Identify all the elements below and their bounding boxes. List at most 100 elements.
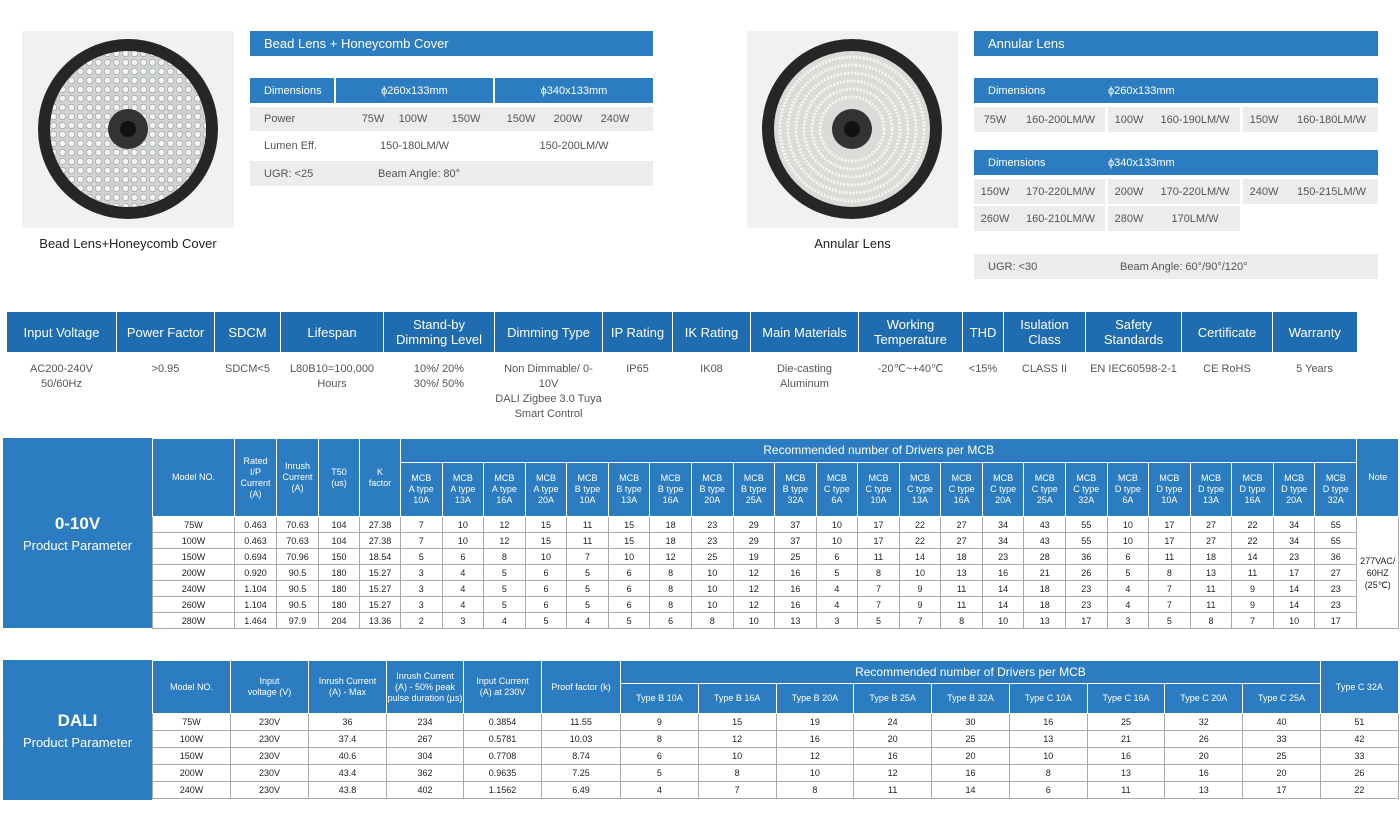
cell: 230V xyxy=(230,781,309,799)
spec-header: Safety Standards xyxy=(1085,312,1182,352)
cell: 10 xyxy=(775,764,855,782)
cell: 150W xyxy=(152,747,231,765)
cell: 90.5 xyxy=(276,564,319,581)
cell: 15.27 xyxy=(359,564,401,581)
data-table: Model NO. Rated I/P Current (A) Inrush Cur… xyxy=(152,438,1400,629)
sub-header: Type B 16A xyxy=(697,683,777,714)
spec-value: Die-casting Aluminum xyxy=(776,363,833,390)
cell: 7 xyxy=(566,548,609,565)
cell: 9 xyxy=(898,596,942,613)
spec-header: Main Materials xyxy=(750,312,859,352)
cell: 16 xyxy=(774,580,817,597)
data-row: 200W 230V 43.4 362 0.9635 7.25 5 8 10 12 16 8 13 16 20… xyxy=(152,764,1399,782)
item: 240W 150-215LM/W xyxy=(1243,179,1378,204)
cell: 4 xyxy=(566,612,609,629)
cell: 10 xyxy=(815,516,859,533)
column-header: K factor xyxy=(359,438,401,517)
group-header: Recommended number of Drivers per MCB xyxy=(620,660,1321,684)
cell: 15 xyxy=(697,713,777,731)
data-row: 240W 230V 43.8 402 1.1562 6.49 4 7 8 11 14 6 11 13 17 2… xyxy=(152,781,1399,799)
beam-angle: Beam Angle: 80° xyxy=(378,167,461,180)
cell: 8.74 xyxy=(541,747,621,765)
dimensions: ϕ340x133mm xyxy=(495,78,653,103)
item: 280W 170LM/W xyxy=(1108,206,1240,231)
spec-value: EN IEC60598-2-1 xyxy=(1090,363,1177,375)
cell: 13.36 xyxy=(359,612,401,629)
cell: 7 xyxy=(1148,596,1191,613)
cell: 70.63 xyxy=(276,516,319,533)
cell: 18 xyxy=(940,548,983,565)
spec-header: Certificate xyxy=(1181,312,1273,352)
table-subtitle: Product Parameter xyxy=(22,734,133,750)
cell: 8 xyxy=(649,596,692,613)
ugr: UGR: <25 xyxy=(264,167,314,180)
cell: 4 xyxy=(620,781,699,799)
cell: 0.5781 xyxy=(463,730,542,748)
section-header: Annular Lens xyxy=(974,31,1378,56)
cell: 27 xyxy=(940,516,983,533)
cell: 23 xyxy=(690,516,734,533)
data-row: 100W 230V 37.4 267 0.5781 10.03 8 12 16 20 25 13 21 2… xyxy=(152,730,1399,748)
cell: 150 xyxy=(318,548,360,565)
spec-value: >0.95 xyxy=(151,363,180,375)
cell: 260W xyxy=(152,596,235,613)
header-row: Model NO. Input voltage (V) Inrush Current… xyxy=(152,660,1399,714)
cell: 10 xyxy=(524,548,568,565)
row-bg xyxy=(974,78,1378,103)
sub-header: MCB D type 6A xyxy=(1106,462,1150,517)
cell: 10 xyxy=(690,596,734,613)
cell: 230V xyxy=(230,713,309,731)
cell: 4 xyxy=(1106,580,1150,597)
spec-header: Stand-by Dimming Level xyxy=(383,312,495,352)
cell: 25 xyxy=(774,548,817,565)
cell: 22 xyxy=(1231,516,1274,533)
cell: 9 xyxy=(898,580,942,597)
ugr: UGR: <30 xyxy=(988,260,1038,273)
sub-header: Type C 20A xyxy=(1164,683,1244,714)
spec-header: SDCM xyxy=(214,312,281,352)
cell: 20 xyxy=(1242,764,1321,782)
cell: 12 xyxy=(732,580,776,597)
cell: 11 xyxy=(853,781,933,799)
cell: 11 xyxy=(1189,596,1233,613)
cell: 13 xyxy=(940,564,983,581)
cell: 34 xyxy=(981,516,1025,533)
spec-header: IK Rating xyxy=(672,312,751,352)
data-row: 240W 1.104 90.5 180 15.27 3 4 5 6 5 6 8 10 12 16 4 7 9 11 1… xyxy=(152,580,1399,597)
cell: 7 xyxy=(697,781,777,799)
cell: 21 xyxy=(1086,730,1166,748)
cell: 34 xyxy=(981,532,1025,549)
cell: 70.63 xyxy=(276,532,319,549)
sub-header: MCB D type 16A xyxy=(1231,462,1274,517)
sub-header: Type C 16A xyxy=(1086,683,1166,714)
cell: 23 xyxy=(1065,596,1108,613)
lumen-label: Lumen Eff. xyxy=(264,139,317,152)
power: 240W xyxy=(600,113,630,125)
cell: 3 xyxy=(815,612,859,629)
cell: 230V xyxy=(230,764,309,782)
cell: 3 xyxy=(400,596,443,613)
cell: 15.27 xyxy=(359,580,401,597)
cell: 5 xyxy=(857,612,900,629)
cell: 22 xyxy=(898,516,942,533)
cell: 6 xyxy=(524,596,568,613)
cell: 18 xyxy=(649,532,692,549)
cell: 26 xyxy=(1164,730,1244,748)
header-row: Model NO. Rated I/P Current (A) Inrush Cur… xyxy=(152,438,1400,517)
cell: 27.38 xyxy=(359,516,401,533)
cell: 28 xyxy=(1023,548,1066,565)
cell: 100W xyxy=(152,730,231,748)
cell: 5 xyxy=(483,564,526,581)
spec-header: Power Factor xyxy=(116,312,215,352)
group-header: Recommended number of Drivers per MCB xyxy=(399,438,1358,463)
cell: 30 xyxy=(931,713,1010,731)
cell: 12 xyxy=(483,532,526,549)
spec-header: Isulation Class xyxy=(1003,312,1086,352)
cell: 36 xyxy=(1065,548,1108,565)
cell: 10 xyxy=(1106,532,1150,549)
lumen: 150-215LM/W xyxy=(1296,185,1367,198)
item: 260W 160-210LM/W xyxy=(974,206,1105,231)
data-table: Model NO. Input voltage (V) Inrush Current… xyxy=(152,660,1399,799)
sub-header: MCB D type 32A xyxy=(1314,462,1358,517)
cell: 6 xyxy=(524,564,568,581)
